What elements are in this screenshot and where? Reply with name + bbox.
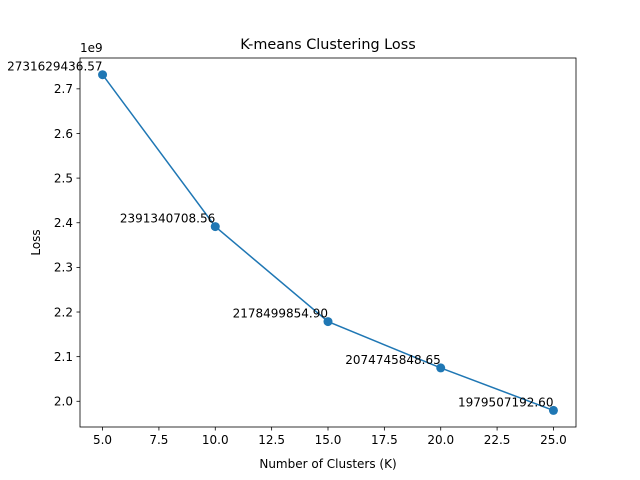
data-point	[210, 222, 220, 232]
y-tick-label: 2.3	[54, 261, 73, 275]
x-tick-label: 22.5	[484, 433, 511, 447]
point-value-label: 2391340708.56	[120, 212, 215, 226]
plot-area	[80, 58, 576, 427]
x-tick-label: 17.5	[371, 433, 398, 447]
x-tick-label: 7.5	[149, 433, 168, 447]
point-value-label: 2731629436.57	[7, 60, 102, 74]
y-tick-label: 2.6	[54, 127, 73, 141]
x-axis-label: Number of Clusters (K)	[259, 457, 396, 471]
x-tick-label: 15.0	[315, 433, 342, 447]
y-tick-label: 2.5	[54, 171, 73, 185]
y-axis-scale-label: 1e9	[80, 41, 103, 55]
x-tick-label: 25.0	[540, 433, 567, 447]
y-axis-label: Loss	[29, 229, 43, 255]
point-labels: 2731629436.57 2391340708.56 2178499854.90 2…	[7, 60, 553, 410]
plot-frame	[79, 57, 577, 428]
y-tick-label: 2.7	[54, 82, 73, 96]
x-tick-label: 20.0	[427, 433, 454, 447]
point-value-label: 2074745848.65	[345, 353, 440, 367]
y-tick-label: 2.1	[54, 350, 73, 364]
point-value-label: 1979507192.60	[458, 395, 553, 409]
y-tick-label: 2.0	[54, 395, 73, 409]
x-tick-label: 5.0	[93, 433, 112, 447]
series-markers	[98, 70, 558, 415]
y-axis-ticks: 2.0 2.1 2.2 2.3 2.4 2.5 2.6 2.7	[54, 82, 80, 409]
data-point	[98, 70, 108, 80]
point-value-label: 2178499854.90	[233, 307, 328, 321]
x-tick-label: 12.5	[258, 433, 285, 447]
data-point	[548, 405, 558, 415]
y-tick-label: 2.4	[54, 216, 73, 230]
data-point	[436, 363, 446, 373]
chart-title: K-means Clustering Loss	[240, 37, 415, 53]
x-tick-label: 10.0	[202, 433, 229, 447]
x-axis-ticks: 5.0 7.5 10.0 12.5 15.0 17.5 20.0 22.5 25.0	[93, 427, 567, 447]
data-point	[323, 317, 333, 327]
y-tick-label: 2.2	[54, 305, 73, 319]
